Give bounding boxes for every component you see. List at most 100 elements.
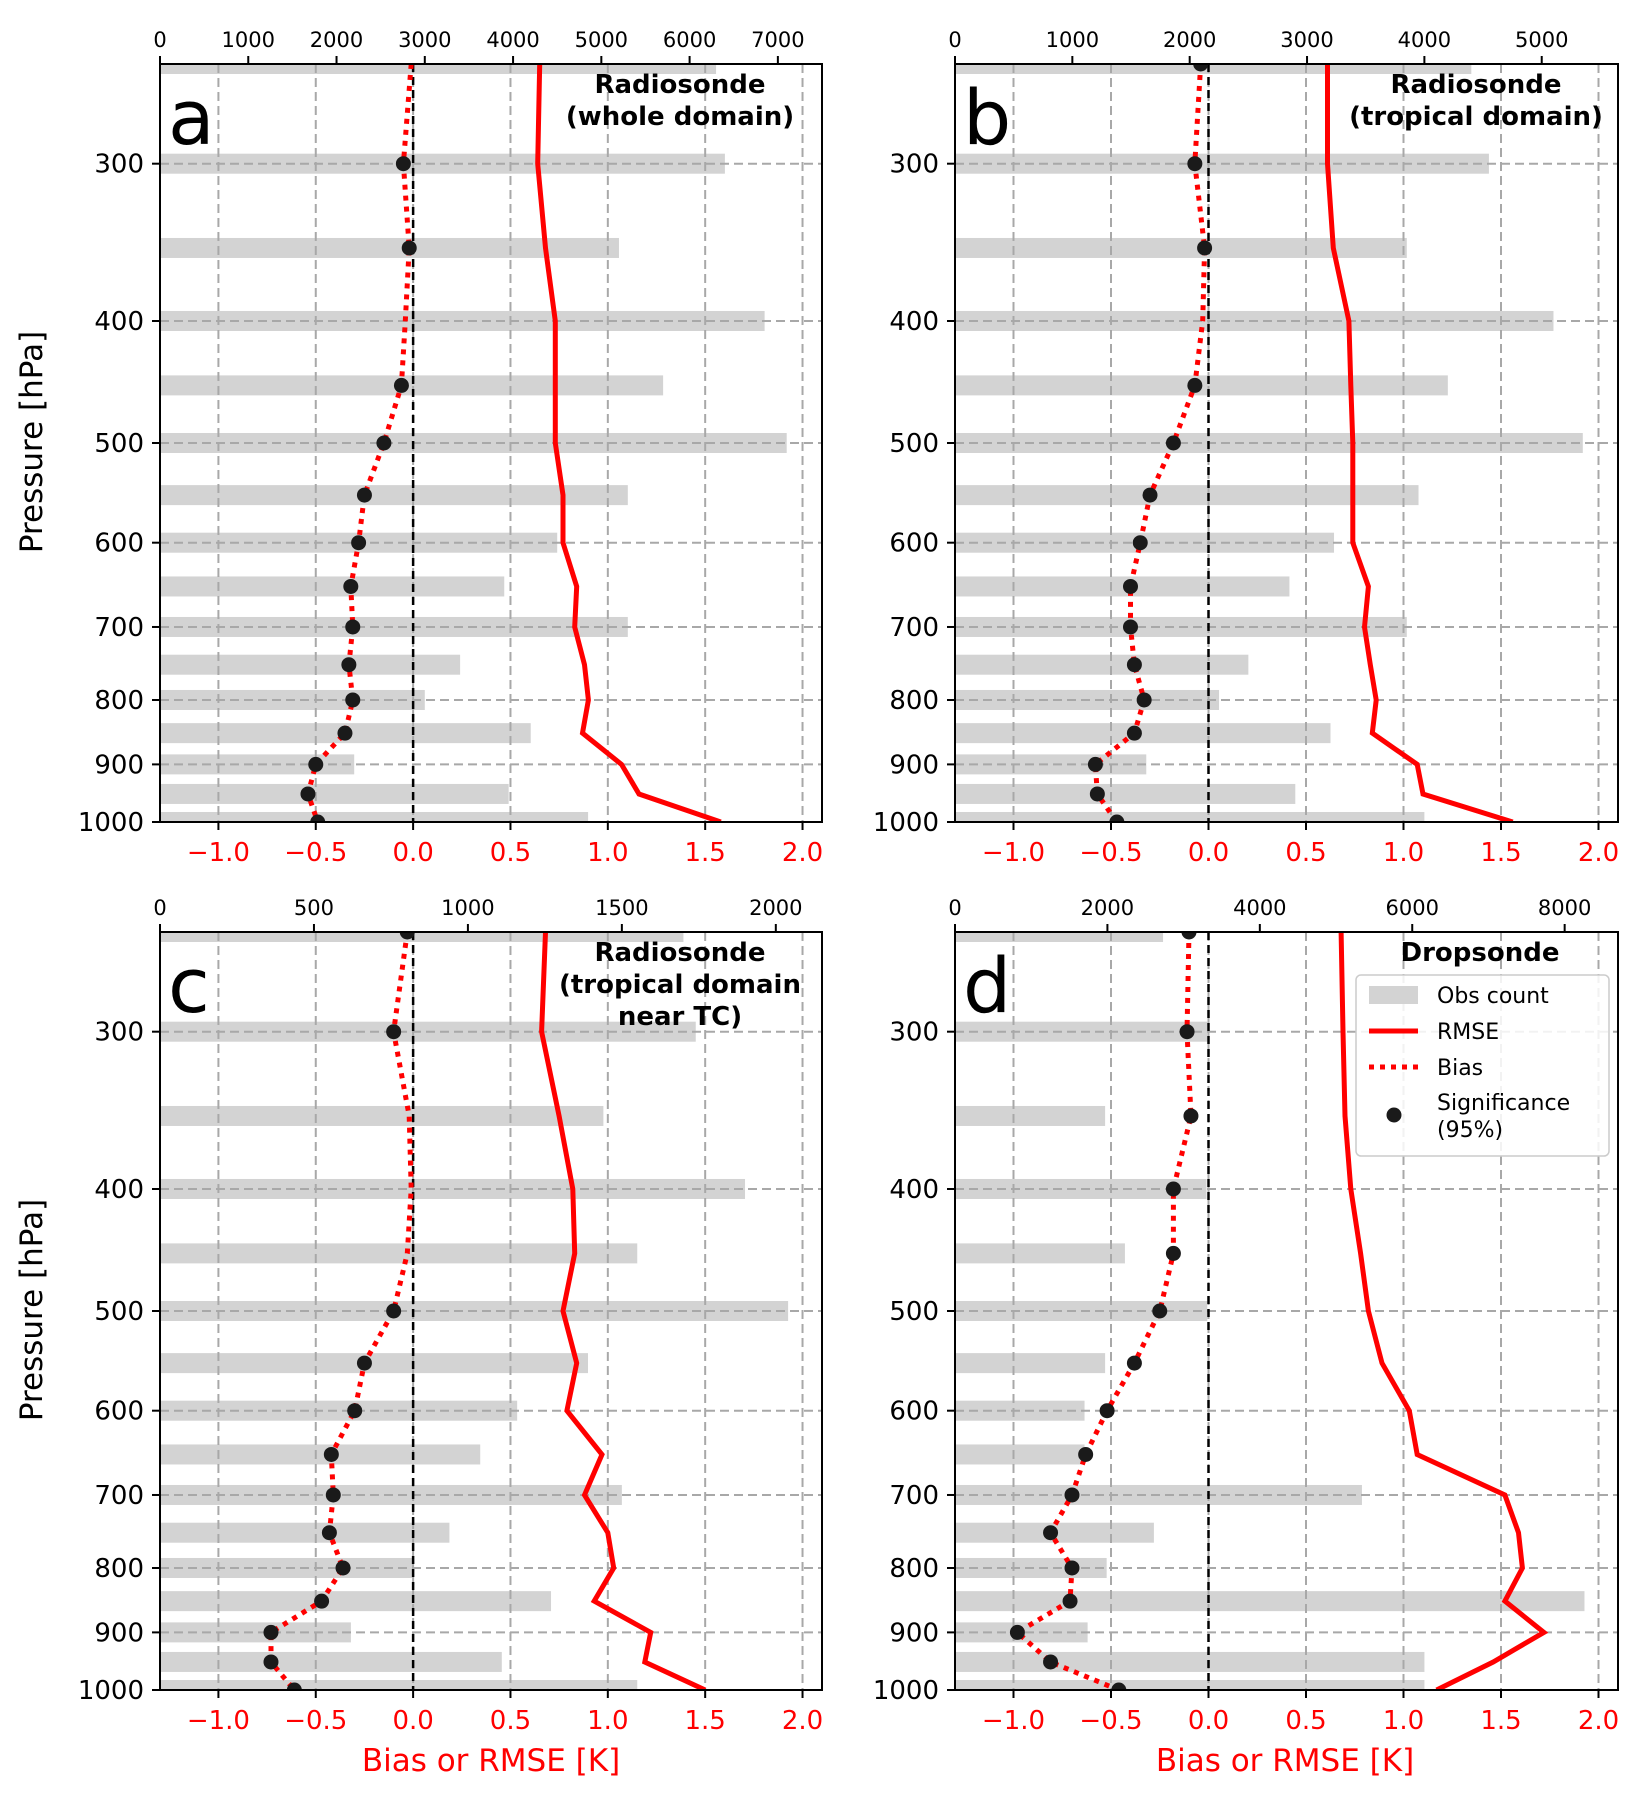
panel-title: Dropsonde [1401, 938, 1560, 968]
y-tick-label: 400 [889, 307, 939, 337]
bottom-tick-label: 0.5 [490, 838, 531, 868]
significance-marker [1136, 692, 1152, 708]
significance-marker [314, 1593, 330, 1609]
top-tick-label: 8000 [1538, 896, 1591, 920]
significance-marker [1126, 725, 1142, 741]
significance-marker [341, 657, 357, 673]
y-tick-label: 800 [889, 1554, 939, 1584]
significance-marker [1193, 64, 1209, 72]
top-tick-label: 1000 [1046, 28, 1099, 52]
y-tick-label: 900 [94, 1618, 144, 1648]
y-tick-label: 500 [889, 1297, 939, 1327]
bottom-tick-label: 0.5 [1285, 838, 1326, 868]
bottom-tick-label: −0.5 [1079, 838, 1142, 868]
significance-marker [395, 156, 411, 172]
bias-line [1092, 64, 1208, 822]
obs-count-bar [955, 654, 1249, 675]
top-tick-label: 0 [153, 28, 166, 52]
bottom-tick-label: 1.0 [587, 838, 628, 868]
top-tick-label: 0 [153, 896, 166, 920]
top-tick-label: 0 [948, 28, 961, 52]
significance-marker [1099, 1403, 1115, 1419]
obs-count-bar [160, 1680, 638, 1690]
obs-count-bar [160, 1243, 638, 1264]
significance-marker [1009, 1624, 1025, 1640]
xlabel-right: Bias or RMSE [K] [1156, 1743, 1414, 1779]
y-tick-label: 500 [94, 429, 144, 459]
obs-count-bar [955, 723, 1331, 744]
legend-label-bias: Bias [1437, 1056, 1483, 1081]
significance-marker [1064, 1487, 1080, 1503]
significance-marker [1152, 1303, 1168, 1319]
y-tick-label: 700 [889, 613, 939, 643]
obs-count-bar [955, 1243, 1125, 1264]
significance-marker [393, 377, 409, 393]
obs-count-bar [955, 1178, 1207, 1199]
obs-count-bar [160, 1353, 588, 1374]
ylabel-bottom: Pressure [hPa] [14, 1199, 50, 1421]
significance-marker [1043, 1525, 1059, 1541]
panel-title: Radiosonde [594, 70, 765, 100]
bottom-tick-label: 1.5 [1480, 1706, 1521, 1736]
bottom-tick-label: −1.0 [982, 838, 1045, 868]
plot-area [160, 64, 822, 822]
significance-marker [321, 1525, 337, 1541]
top-tick-label: 3000 [1280, 28, 1333, 52]
top-tick-label: 0 [948, 896, 961, 920]
y-tick-label: 600 [94, 529, 144, 559]
significance-marker [345, 692, 361, 708]
obs-count-bar [955, 576, 1290, 597]
obs-count-bar [160, 1400, 518, 1421]
bottom-tick-label: 1.5 [1480, 838, 1521, 868]
y-tick-label: 400 [889, 1175, 939, 1205]
obs-count-bar [955, 64, 1472, 74]
y-tick-label: 400 [94, 1175, 144, 1205]
obs-count-bar [160, 1178, 746, 1199]
panel-letter: d [963, 941, 1011, 1030]
top-tick-label: 1000 [222, 28, 275, 52]
legend-label-rmse: RMSE [1437, 1020, 1499, 1045]
obs-count-bar [160, 1622, 351, 1643]
bottom-tick-label: −1.0 [187, 1706, 250, 1736]
top-tick-label: 1500 [595, 896, 648, 920]
significance-marker [323, 1446, 339, 1462]
legend: Obs count RMSE Bias Significance(95%) [1355, 974, 1610, 1157]
obs-count-bar [955, 1651, 1425, 1672]
y-tick-label: 1000 [873, 808, 939, 838]
bias-line [268, 932, 414, 1690]
panel-c: −1.0 −0.5 0.0 0.5 1.0 1.5 2.0 0 500 1000 1500 2000 3… [78, 896, 823, 1736]
bottom-tick-label: −1.0 [187, 838, 250, 868]
top-tick-label: 7000 [751, 28, 804, 52]
obs-count-bar [955, 1591, 1585, 1612]
significance-marker [345, 619, 361, 635]
xlabel-left: Bias or RMSE [K] [362, 1743, 620, 1779]
significance-marker [401, 240, 417, 256]
obs-count-bar [160, 1522, 450, 1543]
bottom-tick-label: 2.0 [1578, 1706, 1619, 1736]
significance-marker [1142, 487, 1158, 503]
panel-letter: c [168, 941, 210, 1030]
top-tick-label: 500 [294, 896, 334, 920]
significance-marker [308, 756, 324, 772]
bottom-tick-label: −0.5 [284, 1706, 347, 1736]
y-tick-label: 600 [889, 1397, 939, 1427]
panel-title: (tropical domain) [1349, 102, 1603, 132]
y-tick-label: 900 [94, 750, 144, 780]
y-tick-label: 300 [94, 1018, 144, 1048]
obs-count-bar [160, 783, 509, 804]
legend-label-significance-level: (95%) [1437, 1118, 1503, 1143]
significance-marker [1123, 619, 1138, 635]
obs-count-bar [955, 932, 1164, 942]
bottom-tick-label: 0.5 [490, 1706, 531, 1736]
significance-marker [1165, 1245, 1181, 1261]
bottom-tick-label: 2.0 [782, 838, 823, 868]
rmse-line [539, 932, 707, 1690]
obs-count-bar [160, 576, 505, 597]
top-tick-label: 2000 [1081, 896, 1134, 920]
significance-marker [286, 1682, 302, 1690]
y-tick-label: 700 [94, 613, 144, 643]
panel-title: Radiosonde [594, 938, 765, 968]
top-tick-label: 6000 [1386, 896, 1439, 920]
bottom-tick-label: 2.0 [782, 1706, 823, 1736]
